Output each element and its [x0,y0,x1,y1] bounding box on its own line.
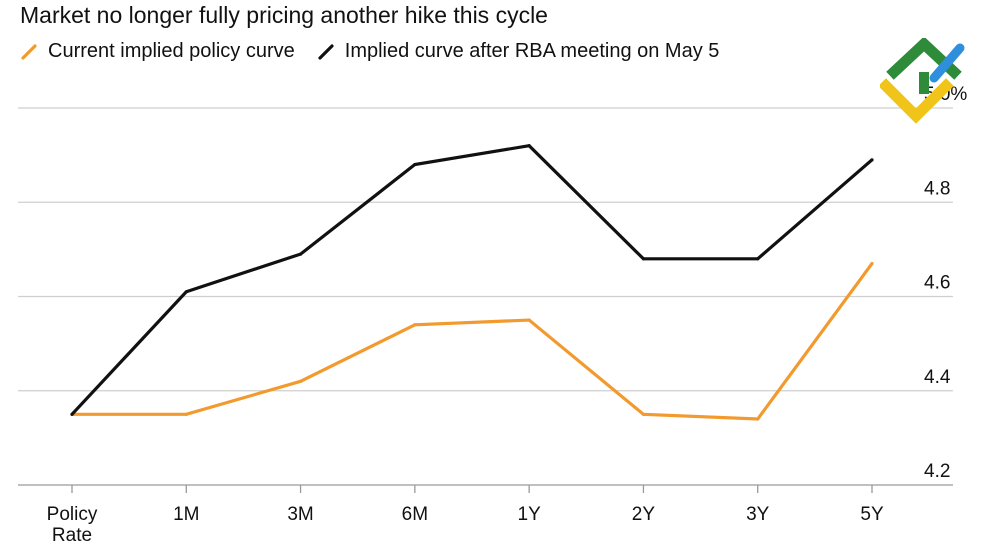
legend-item-current: Current implied policy curve [20,40,295,63]
chart-title: Market no longer fully pricing another h… [20,2,548,28]
data-point-current [756,417,760,421]
data-point-after-rba [870,158,874,162]
legend-item-after-rba: Implied curve after RBA meeting on May 5 [317,40,720,63]
data-point-after-rba [298,252,303,256]
data-point-after-rba [413,162,417,167]
x-tick-label: 1M [173,504,199,525]
data-point-current [527,318,531,322]
data-point-current [641,412,646,416]
x-tick-label: 5Y [860,504,884,525]
data-point-current [184,412,188,416]
x-tick-label: Policy Rate [47,504,98,545]
data-point-after-rba [641,257,646,261]
series-line-after-rba [70,143,874,416]
data-point-after-rba [184,290,188,294]
y-tick-label: 4.6 [924,273,950,294]
data-point-after-rba [756,257,760,261]
logo-blue-stroke [929,43,965,83]
data-point-current [413,323,417,327]
y-tick-label: 4.8 [924,178,950,199]
legend-swatch-current [21,43,37,60]
data-point-current [298,379,303,383]
x-tick-label: 2Y [632,504,656,525]
y-tick-label: 4.2 [924,461,950,482]
y-tick-label: 4.4 [924,367,951,388]
brand-logo-icon [880,38,965,124]
data-point-after-rba [70,412,74,416]
x-tick-label: 1Y [518,504,542,525]
x-tick-label: 3M [287,504,313,525]
logo-yellow-chevron [880,78,954,124]
x-tick-label: 6M [402,504,428,525]
legend: Current implied policy curve Implied cur… [20,40,741,63]
data-point-current [870,261,874,266]
legend-label-after-rba: Implied curve after RBA meeting on May 5 [344,40,720,62]
legend-swatch-after-rba [318,43,334,60]
x-tick-label: 3Y [746,504,770,525]
legend-label-current: Current implied policy curve [48,40,295,62]
series-line-current [72,262,874,421]
data-point-after-rba [527,144,531,148]
